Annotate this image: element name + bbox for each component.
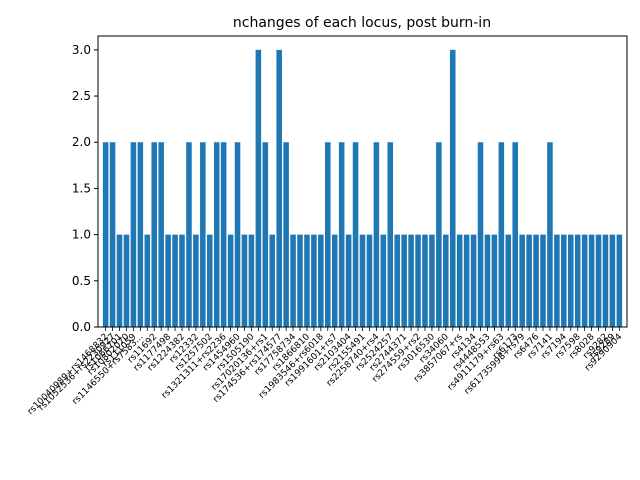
bar (540, 234, 546, 327)
bar (338, 142, 345, 327)
bar (172, 234, 178, 327)
bar (227, 234, 234, 327)
chart-title: nchanges of each locus, post burn-in (233, 15, 491, 31)
bar (616, 234, 623, 327)
bar (401, 234, 407, 327)
bar (276, 49, 282, 328)
y-tick-label: 2.0 (72, 135, 91, 149)
bar (144, 234, 151, 327)
bar (331, 234, 338, 327)
bar (436, 142, 442, 327)
bar (470, 234, 477, 327)
bar (366, 234, 373, 327)
bar (137, 142, 144, 327)
bar (498, 142, 505, 327)
bar (574, 234, 581, 327)
bar (262, 142, 269, 327)
bar (484, 234, 491, 327)
bar (505, 234, 512, 327)
bar (477, 142, 484, 327)
bar (234, 142, 241, 327)
bar (373, 142, 380, 327)
bar (380, 234, 387, 327)
bar (519, 234, 525, 327)
bar (255, 49, 262, 328)
bar (394, 234, 400, 327)
bar (554, 234, 560, 327)
y-tick-label: 1.0 (72, 228, 91, 242)
bar (422, 234, 428, 327)
bar (526, 234, 532, 327)
y-axis: 0.0 0.5 1.0 1.5 2.0 2.5 3.0 (72, 43, 98, 334)
bar (283, 142, 289, 327)
bar (408, 234, 414, 327)
bar (130, 142, 137, 327)
bar (588, 234, 595, 327)
bar (297, 234, 303, 327)
bar (443, 234, 449, 327)
bars-group (102, 49, 623, 328)
bar (581, 234, 588, 327)
y-tick-label: 2.5 (72, 89, 91, 103)
y-tick-label: 3.0 (72, 43, 91, 57)
bar (248, 234, 255, 327)
bar (387, 142, 394, 327)
bar (463, 234, 470, 327)
bar (241, 234, 248, 327)
bar (456, 234, 463, 327)
plot-border (97, 35, 628, 328)
bar (352, 142, 359, 327)
bar (102, 142, 109, 327)
bar (186, 142, 192, 327)
bar (547, 142, 553, 327)
plot-frame (97, 35, 628, 328)
y-tick-label: 0.0 (72, 320, 91, 334)
bar (290, 234, 296, 327)
bar (561, 234, 567, 327)
bar (491, 234, 498, 327)
bar (595, 234, 602, 327)
bar (609, 234, 616, 327)
bar (165, 234, 171, 327)
bar (109, 142, 116, 327)
bar (206, 234, 213, 327)
bar (345, 234, 352, 327)
bar (429, 234, 435, 327)
bar (151, 142, 158, 327)
bar (359, 234, 366, 327)
bar (269, 234, 276, 327)
bar (512, 142, 518, 327)
bar (318, 234, 324, 327)
x-axis: rs10040989+rs1468832rs1052536+rs2230927r… (26, 327, 625, 417)
bar (311, 234, 317, 327)
bar (193, 234, 199, 327)
bar (179, 234, 185, 327)
bar (602, 234, 609, 327)
bar (415, 234, 421, 327)
bar (449, 49, 456, 328)
bar (325, 142, 331, 327)
bar (220, 142, 227, 327)
bar (304, 234, 310, 327)
bar (123, 234, 130, 327)
bar (158, 142, 164, 327)
bar (567, 234, 574, 327)
y-tick-label: 1.5 (72, 181, 91, 195)
bar (213, 142, 220, 327)
bar (200, 142, 206, 327)
y-tick-label: 0.5 (72, 274, 91, 288)
bar (533, 234, 539, 327)
bar (116, 234, 123, 327)
